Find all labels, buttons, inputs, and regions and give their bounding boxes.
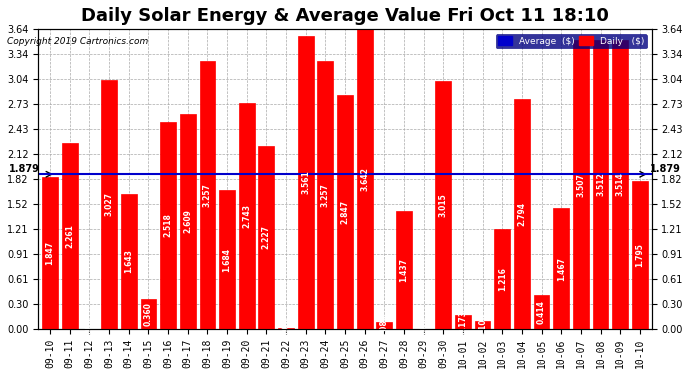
Text: 0.000: 0.000 [85,317,94,341]
Title: Daily Solar Energy & Average Value Fri Oct 11 18:10: Daily Solar Energy & Average Value Fri O… [81,7,609,25]
Text: 0.360: 0.360 [144,302,153,326]
Bar [632,181,648,329]
Text: 3.561: 3.561 [301,171,310,194]
Text: Copyright 2019 Cartronics.com: Copyright 2019 Cartronics.com [7,38,148,46]
Text: 2.847: 2.847 [340,200,350,224]
Bar [219,190,235,329]
Text: 0.000: 0.000 [419,317,428,341]
Bar [62,143,77,329]
Text: 2.794: 2.794 [518,202,526,226]
Bar [377,322,392,329]
Bar [101,80,117,329]
Text: 3.257: 3.257 [203,183,212,207]
Bar [613,40,628,329]
Text: 0.008: 0.008 [282,316,290,340]
Bar [141,299,156,329]
Text: 3.514: 3.514 [615,172,624,196]
Bar [573,40,589,329]
Text: 2.261: 2.261 [66,224,75,248]
Text: 1.684: 1.684 [223,248,232,272]
Bar [259,146,274,329]
Bar [180,114,195,329]
Bar [317,61,333,329]
Text: 1.467: 1.467 [557,256,566,280]
Text: 0.414: 0.414 [537,300,546,324]
Legend: Average  ($), Daily   ($): Average ($), Daily ($) [495,34,647,48]
Bar [239,103,255,329]
Bar [199,61,215,329]
Text: 1.879: 1.879 [10,164,40,174]
Bar [121,194,137,329]
Text: 0.100: 0.100 [478,313,487,337]
Text: 2.518: 2.518 [164,213,172,237]
Bar [475,321,491,329]
Bar [435,81,451,329]
Text: 1.795: 1.795 [635,243,644,267]
Bar [278,328,294,329]
Text: 3.027: 3.027 [105,192,114,216]
Bar [495,229,510,329]
Bar [553,208,569,329]
Text: 1.643: 1.643 [124,249,133,273]
Bar [298,36,313,329]
Text: 3.257: 3.257 [321,183,330,207]
Bar [42,177,58,329]
Text: 3.015: 3.015 [439,193,448,217]
Text: 1.437: 1.437 [400,258,408,282]
Bar [357,29,373,329]
Bar [396,211,412,329]
Bar [534,295,549,329]
Text: 1.216: 1.216 [497,267,506,291]
Text: 3.507: 3.507 [576,172,585,196]
Bar [593,40,609,329]
Bar [160,122,176,329]
Bar [455,315,471,329]
Text: 2.609: 2.609 [184,210,193,234]
Text: 1.847: 1.847 [46,241,55,265]
Text: 2.743: 2.743 [242,204,251,228]
Bar [337,94,353,329]
Bar [514,99,530,329]
Text: 1.879: 1.879 [650,164,680,174]
Text: 3.642: 3.642 [360,167,369,191]
Text: 3.512: 3.512 [596,172,605,196]
Text: 2.227: 2.227 [262,225,271,249]
Text: 0.080: 0.080 [380,314,389,338]
Text: 0.173: 0.173 [458,310,467,334]
